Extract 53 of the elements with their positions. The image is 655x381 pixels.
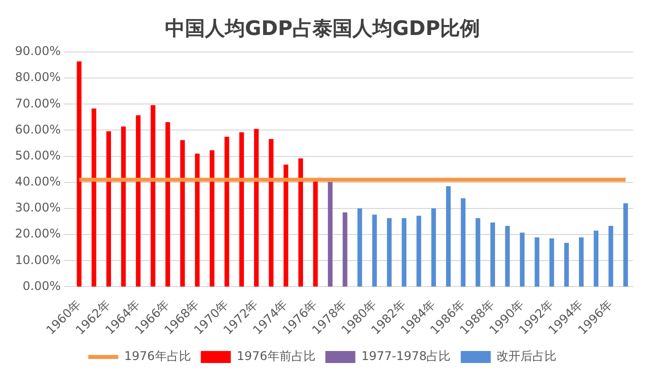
legend-label: 改开后占比 [496,349,557,364]
bar [106,131,112,287]
y-tick-label: 90.00% [14,44,61,58]
bar [520,232,525,287]
bar [194,154,200,287]
y-tick-label: 0.00% [22,278,61,293]
legend-label: 1977-1978占比 [361,349,451,364]
bar [534,237,540,287]
y-tick-label: 50.00% [14,148,61,162]
bar [623,203,628,287]
bar [608,226,614,287]
bar [121,126,126,287]
y-tick-label: 20.00% [14,226,61,241]
y-tick-label: 10.00% [14,252,61,267]
y-tick-label: 80.00% [14,70,61,84]
bar [92,108,96,287]
y-tick-label: 60.00% [14,122,61,136]
legend-label: 1976年占比 [124,349,191,364]
bar [76,61,82,287]
bar [180,140,185,287]
bar [313,180,318,287]
chart-title: 中国人均GDP占泰国人均GDP比例 [164,16,480,40]
bar [372,214,377,287]
bar [254,128,259,287]
bar [342,212,348,287]
bar [505,226,510,287]
bar [490,222,496,287]
bar [239,132,244,287]
bar [564,242,569,287]
bar [460,198,466,287]
bar [150,105,156,287]
bar [402,218,406,287]
bar [328,182,333,287]
bar [136,115,141,287]
bar [431,208,436,287]
bar [594,230,598,287]
bar [210,150,214,287]
bar [268,139,274,287]
y-tick-label: 70.00% [14,96,61,110]
bar [357,208,362,287]
bar [298,158,304,287]
bar [165,122,170,287]
bar [578,237,584,287]
y-tick-label: 40.00% [14,174,61,189]
y-tick-label: 30.00% [14,200,61,215]
bar [476,218,480,287]
legend-label: 1976年前占比 [236,349,316,364]
bar [549,238,554,287]
bar [224,136,230,287]
bar [416,216,422,287]
bar [446,186,451,287]
bar [386,218,392,287]
bar [284,164,288,287]
